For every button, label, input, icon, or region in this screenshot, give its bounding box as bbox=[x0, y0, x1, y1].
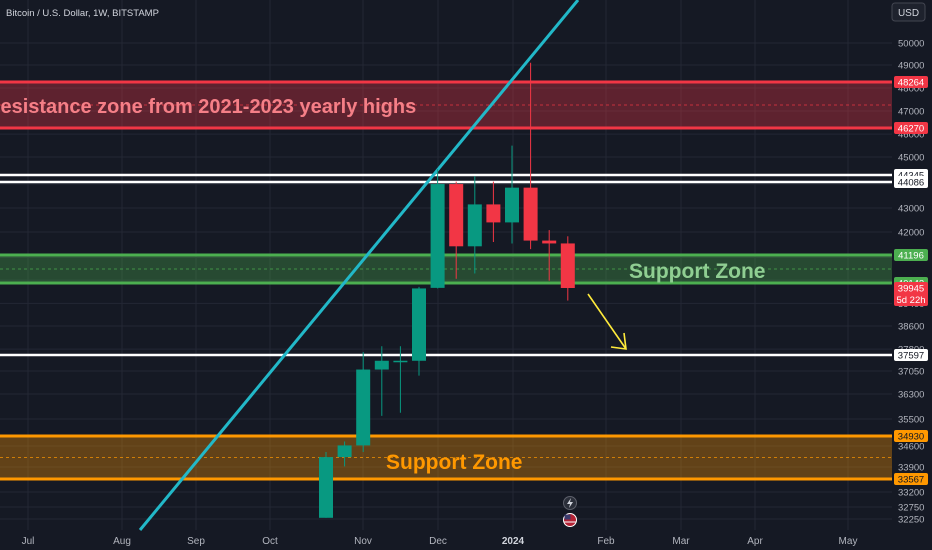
chart-title: Bitcoin / U.S. Dollar, 1W, BITSTAMP bbox=[6, 8, 159, 19]
candle-body bbox=[505, 187, 519, 223]
y-tick-label: 36300 bbox=[898, 390, 924, 401]
y-tick-label: 49000 bbox=[898, 61, 924, 72]
price-tag bbox=[894, 249, 928, 261]
price-tag-label: 37597 bbox=[898, 351, 924, 362]
last-price-tag bbox=[894, 282, 928, 306]
price-tag bbox=[894, 349, 928, 361]
x-tick-label: Sep bbox=[187, 536, 205, 547]
candle[interactable] bbox=[449, 181, 464, 279]
lightning-glyph bbox=[567, 498, 573, 508]
candle-body bbox=[393, 360, 408, 363]
candle-body bbox=[412, 288, 426, 361]
y-tick-label: 43000 bbox=[898, 204, 924, 215]
candle[interactable] bbox=[356, 352, 371, 452]
candle[interactable] bbox=[560, 236, 575, 301]
y-tick-label: 48000 bbox=[898, 84, 924, 95]
horizontal-lines-layer bbox=[0, 173, 892, 357]
candle[interactable] bbox=[505, 145, 519, 244]
candle[interactable] bbox=[319, 452, 333, 518]
y-tick-label: 50000 bbox=[898, 39, 924, 50]
y-tick-label: 32750 bbox=[898, 503, 924, 514]
support-zone-label-upper: Support Zone bbox=[629, 260, 765, 283]
support-zone-label-lower: Support Zone bbox=[386, 451, 522, 474]
y-tick-label: 35500 bbox=[898, 415, 924, 426]
candle-body bbox=[430, 184, 445, 288]
price-tag-label: 46270 bbox=[898, 124, 924, 135]
y-tick-label: 32250 bbox=[898, 515, 924, 526]
y-tick-label: 45000 bbox=[898, 153, 924, 164]
zones-layer bbox=[0, 80, 892, 481]
chart-header: Bitcoin / U.S. Dollar, 1W, BITSTAMP bbox=[6, 8, 159, 19]
y-tick-label: 42000 bbox=[898, 228, 924, 239]
currency-button-label[interactable]: USD bbox=[898, 8, 919, 19]
candle[interactable] bbox=[467, 176, 482, 274]
price-tag bbox=[894, 176, 928, 188]
price-tag-label: 48264 bbox=[898, 78, 924, 89]
x-tick-label: Jul bbox=[22, 536, 35, 547]
last-price-label: 39945 bbox=[898, 284, 924, 295]
price-tag-label: 41196 bbox=[898, 251, 924, 262]
x-tick-label: Aug bbox=[113, 536, 131, 547]
x-tick-label: Apr bbox=[747, 536, 763, 547]
candle-body bbox=[356, 369, 371, 446]
x-tick-label: Mar bbox=[672, 536, 690, 547]
price-tag bbox=[894, 473, 928, 485]
candle[interactable] bbox=[430, 169, 445, 289]
price-tag bbox=[894, 430, 928, 442]
candle[interactable] bbox=[412, 286, 426, 376]
x-tick-label: Oct bbox=[262, 536, 278, 547]
candle-body bbox=[449, 184, 464, 247]
candle[interactable] bbox=[393, 346, 408, 413]
candle-body bbox=[319, 457, 333, 518]
candle-body bbox=[542, 240, 557, 244]
candle-body bbox=[337, 445, 352, 458]
candle-body bbox=[523, 187, 538, 241]
price-tags-layer: 4826446270443454408641196401423759734930… bbox=[894, 76, 928, 486]
zone-labels-layer: Resistance zone from 2021-2023 yearly hi… bbox=[0, 96, 765, 474]
y-tick-label: 33200 bbox=[898, 488, 924, 499]
trendline[interactable] bbox=[138, 0, 580, 531]
candle-body bbox=[374, 360, 389, 370]
projection-arrow-head bbox=[610, 332, 627, 350]
y-tick-label: 46000 bbox=[898, 130, 924, 141]
y-tick-label: 47000 bbox=[898, 107, 924, 118]
candle-body bbox=[486, 204, 501, 223]
currency-button-frame[interactable] bbox=[891, 2, 926, 22]
candle[interactable] bbox=[374, 346, 389, 416]
candles-layer bbox=[319, 62, 575, 518]
grid bbox=[0, 0, 892, 530]
x-tick-label: Nov bbox=[354, 536, 372, 547]
y-tick-label: 34600 bbox=[898, 442, 924, 453]
x-tick-label: 2024 bbox=[502, 536, 525, 547]
candle-body bbox=[467, 204, 482, 247]
currency-button[interactable]: USD bbox=[891, 2, 926, 22]
time-axis[interactable]: Jul Aug Sep Oct Nov Dec 2024 Feb Mar Apr May bbox=[22, 536, 858, 547]
candle[interactable] bbox=[542, 230, 557, 281]
price-tag bbox=[894, 76, 928, 88]
x-tick-label: May bbox=[839, 536, 858, 547]
trendline-layer bbox=[138, 0, 580, 531]
y-tick-label: 38600 bbox=[898, 322, 924, 333]
event-markers bbox=[563, 496, 577, 527]
candle[interactable] bbox=[486, 181, 501, 243]
price-tag-label: 33567 bbox=[898, 475, 924, 486]
y-tick-label: 37050 bbox=[898, 367, 924, 378]
x-tick-label: Dec bbox=[429, 536, 447, 547]
candle-countdown-label: 5d 22h bbox=[896, 295, 925, 306]
x-tick-label: Feb bbox=[597, 536, 615, 547]
us-flag-canton bbox=[564, 514, 571, 520]
candle[interactable] bbox=[337, 441, 352, 467]
candle-body bbox=[560, 243, 575, 288]
price-tag-label: 34930 bbox=[898, 432, 924, 443]
y-tick-label: 33900 bbox=[898, 463, 924, 474]
candle[interactable] bbox=[523, 62, 538, 250]
resistance-zone-label: Resistance zone from 2021-2023 yearly hi… bbox=[0, 96, 416, 118]
projection-arrow-shaft bbox=[587, 293, 627, 350]
price-tag-label: 44086 bbox=[898, 178, 924, 189]
price-tag bbox=[894, 122, 928, 134]
projection-arrow bbox=[587, 293, 627, 350]
